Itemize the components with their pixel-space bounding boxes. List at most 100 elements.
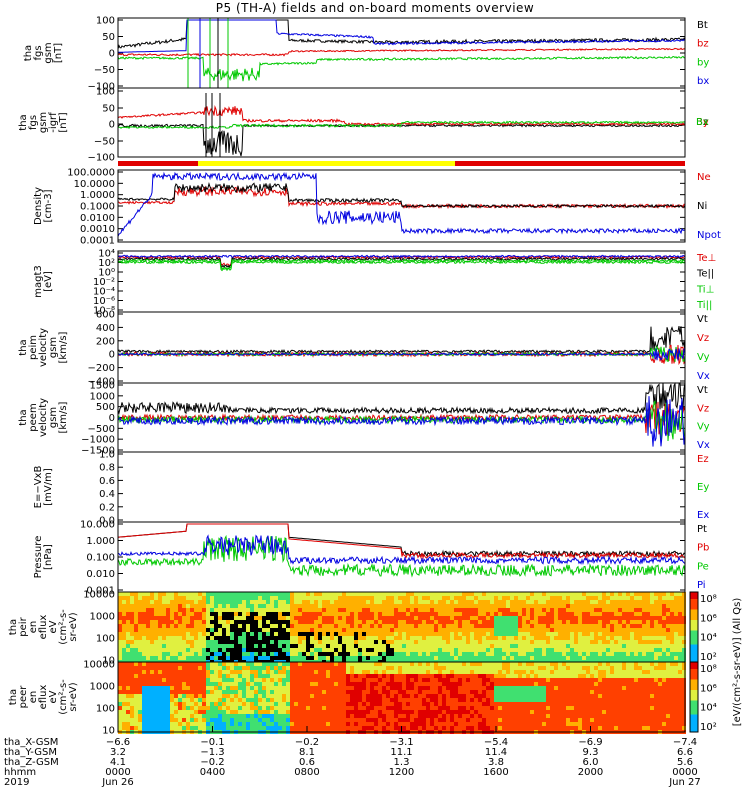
spectrogram-cell [242, 596, 246, 600]
spectrogram-cell [342, 678, 346, 682]
spectrogram-cell [450, 670, 454, 674]
spectrogram-cell [290, 652, 294, 656]
spectrogram-cell [558, 726, 562, 730]
spectrogram-cell [410, 604, 414, 608]
spectrogram-cell [506, 662, 510, 666]
spectrogram-cell [398, 706, 402, 710]
spectrogram-cell [482, 656, 486, 660]
spectrogram-cell [570, 616, 574, 620]
spectrogram-cell [538, 722, 542, 726]
spectrogram-cell [370, 600, 374, 604]
spectrogram-cell [410, 592, 414, 596]
spectrogram-cell [518, 592, 522, 596]
spectrogram-cell [390, 690, 394, 694]
spectrogram-cell [142, 612, 146, 616]
spectrogram-cell [478, 612, 482, 616]
spectrogram-cell [338, 648, 342, 652]
spectrogram-cell [414, 682, 418, 686]
spectrogram-cell [346, 694, 350, 698]
spectrogram-cell [650, 620, 654, 624]
spectrogram-cell [626, 644, 630, 648]
spectrogram-cell [214, 596, 218, 600]
spectrogram-cell [562, 726, 566, 730]
spectrogram-cell [594, 694, 598, 698]
spectrogram-cell [250, 670, 254, 674]
spectrogram-cell [606, 636, 610, 640]
spectrogram-cell [478, 628, 482, 632]
spectrogram-cell [394, 592, 398, 596]
spectrogram-cell [542, 636, 546, 640]
spectrogram-cell [462, 644, 466, 648]
spectrogram-cell [658, 628, 662, 632]
spectrogram-cell [418, 592, 422, 596]
spectrogram-cell [614, 600, 618, 604]
spectrogram-cell [150, 648, 154, 652]
spectrogram-cell [182, 678, 186, 682]
spectrogram-cell [198, 698, 202, 702]
spectrogram-cell [150, 686, 154, 690]
spectrogram-cell [554, 698, 558, 702]
spectrogram-cell [326, 640, 330, 644]
spectrogram-cell [154, 674, 158, 678]
spectrogram-cell [594, 662, 598, 666]
spectrogram-cell [182, 628, 186, 632]
spectrogram-cell [458, 662, 462, 666]
spectrogram-cell [182, 600, 186, 604]
spectrogram-cell [230, 632, 234, 636]
spectrogram-cell [338, 608, 342, 612]
spectrogram-cell [562, 666, 566, 670]
spectrogram-cell [318, 644, 322, 648]
spectrogram-cell [154, 632, 158, 636]
spectrogram-cell [146, 636, 150, 640]
spectrogram-cell [130, 632, 134, 636]
spectrogram-cell [166, 698, 170, 702]
spectrogram-cell [450, 596, 454, 600]
spectrogram-cell [434, 616, 438, 620]
spectrogram-cell [510, 592, 514, 596]
spectrogram-cell [570, 670, 574, 674]
spectrogram-cell [482, 596, 486, 600]
spectrogram-cell [202, 608, 206, 612]
spectrogram-cell [386, 628, 390, 632]
spectrogram-cell [338, 666, 342, 670]
spectrogram-cell [402, 670, 406, 674]
spectrogram-cell [154, 624, 158, 628]
spectrogram-cell [462, 722, 466, 726]
spectrogram-cell [282, 662, 286, 666]
spectrogram-cell [370, 592, 374, 596]
spectrogram-cell [518, 674, 522, 678]
spectrogram-cell [170, 710, 174, 714]
spectrogram-cell [482, 608, 486, 612]
spectrogram-cell [590, 640, 594, 644]
spectrogram-cell [430, 616, 434, 620]
spectrogram-cell [594, 596, 598, 600]
spectrogram-cell [630, 624, 634, 628]
spectrogram-cell [130, 674, 134, 678]
spectrogram-cell [430, 612, 434, 616]
vx-line [117, 396, 686, 447]
spectrogram-cell [466, 714, 470, 718]
spectrogram-cell [326, 620, 330, 624]
spectrogram-cell [318, 612, 322, 616]
spectrogram-cell [182, 656, 186, 660]
spectrogram-cell [290, 726, 294, 730]
spectrogram-cell [194, 698, 198, 702]
spectrogram-cell [258, 714, 262, 718]
spectrogram-cell [166, 624, 170, 628]
spectrogram-cell [570, 722, 574, 726]
spectrogram-cell [190, 592, 194, 596]
spectrogram-cell [150, 612, 154, 616]
spectrogram-cell [514, 632, 518, 636]
spectrogram-cell [486, 666, 490, 670]
spectrogram-cell [218, 624, 222, 628]
spectrogram-cell [414, 648, 418, 652]
spectrogram-cell [146, 632, 150, 636]
spectrogram-cell [478, 706, 482, 710]
spectrogram-cell [526, 694, 530, 698]
spectrogram-cell [222, 600, 226, 604]
spectrogram-cell [578, 620, 582, 624]
spectrogram-cell [374, 620, 378, 624]
spectrogram-cell [290, 674, 294, 678]
spectrogram-cell [174, 670, 178, 674]
spectrogram-cell [190, 612, 194, 616]
